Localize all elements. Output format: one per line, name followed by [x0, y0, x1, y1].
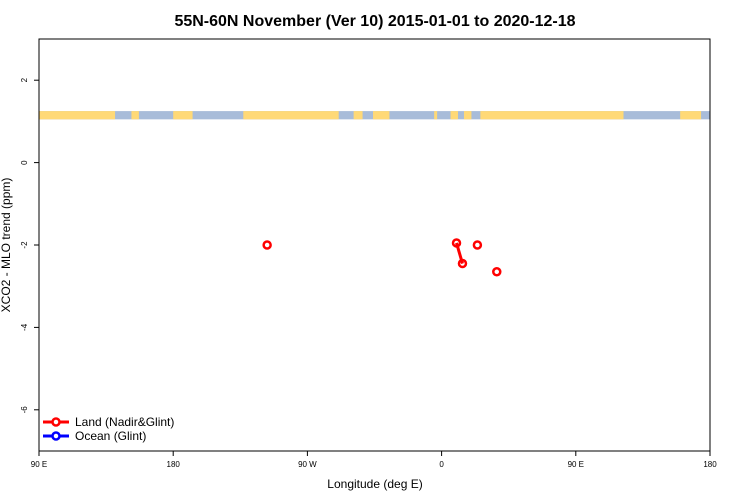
data-series	[262, 238, 502, 277]
land-segment	[450, 111, 459, 120]
y-axis-label: XCO2 - MLO trend (ppm)	[0, 178, 13, 313]
y-tick-label: -4	[20, 323, 29, 331]
y-tick-label: -6	[20, 406, 29, 414]
x-tick-label: 180	[167, 460, 181, 469]
plot-frame	[38, 38, 711, 452]
data-point	[457, 258, 468, 269]
legend-marker	[51, 431, 61, 441]
land-segment	[353, 111, 363, 120]
legend-label: Land (Nadir&Glint)	[75, 415, 174, 429]
x-tick-label: 90 E	[31, 460, 47, 469]
x-axis-label: Longitude (deg E)	[327, 477, 422, 491]
y-tick-label: 0	[20, 160, 29, 165]
x-tick-label: 90 W	[298, 460, 317, 469]
data-point	[492, 267, 502, 277]
land-segment	[131, 111, 139, 120]
land-segment	[463, 111, 472, 120]
y-axis: 2 0 -2 -4 -6	[20, 77, 39, 413]
land-segment	[373, 111, 390, 120]
chart-title: 55N-60N November (Ver 10) 2015-01-01 to …	[174, 13, 575, 30]
data-point	[472, 240, 483, 250]
land-segment	[680, 111, 702, 120]
land-segment	[434, 111, 438, 120]
data-point	[262, 240, 272, 250]
x-tick-label: 180	[703, 460, 717, 469]
land-ocean-mask	[39, 111, 710, 120]
legend: Land (Nadir&Glint)Ocean (Glint)	[43, 415, 174, 443]
data-point	[451, 238, 462, 248]
y-tick-label: -2	[20, 241, 29, 249]
x-tick-label: 90 E	[568, 460, 584, 469]
land-segment	[39, 111, 116, 120]
land-segment	[243, 111, 339, 120]
land-segment	[480, 111, 624, 120]
land-segment	[173, 111, 193, 120]
y-tick-label: 2	[20, 77, 29, 82]
legend-marker	[51, 417, 61, 427]
x-tick-label: 0	[439, 460, 444, 469]
legend-label: Ocean (Glint)	[75, 429, 146, 443]
x-axis: 90 E 180 90 W 0 90 E 180	[31, 451, 717, 469]
